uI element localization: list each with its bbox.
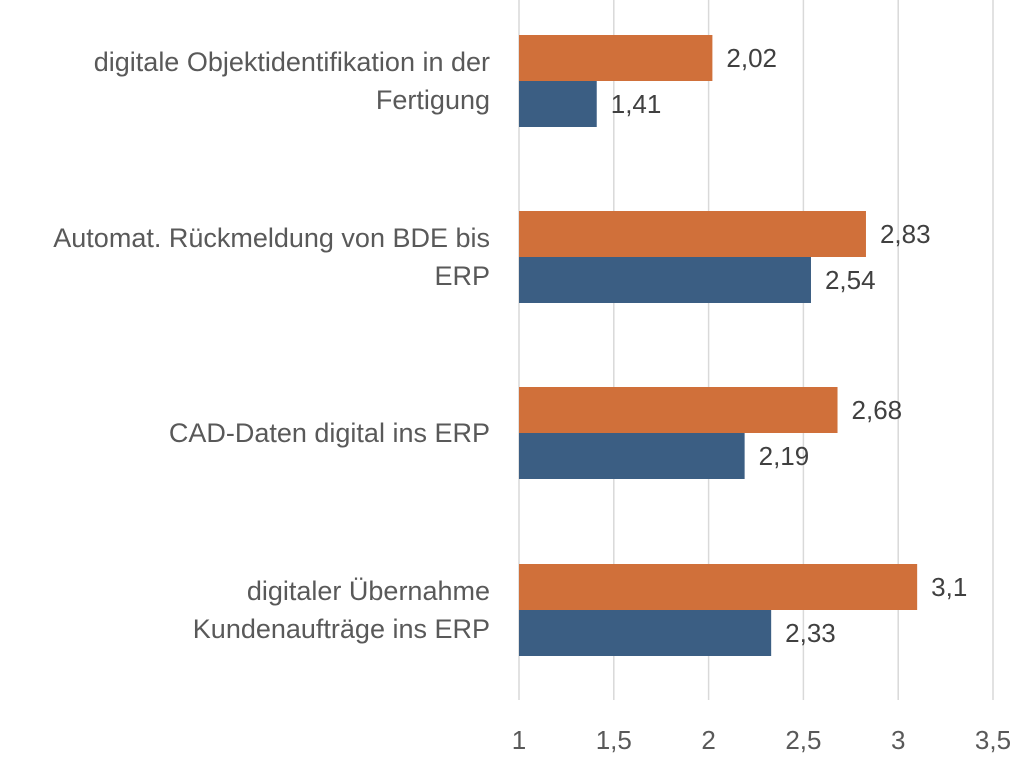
bar-value-label: 2,54 [825, 265, 876, 295]
bar [519, 211, 866, 257]
bar-value-label: 2,19 [759, 441, 810, 471]
bar-value-label: 2,83 [880, 219, 931, 249]
x-tick-label: 2,5 [785, 725, 821, 755]
bar-value-label: 3,1 [931, 572, 967, 602]
bar [519, 81, 597, 127]
x-tick-label: 2 [701, 725, 715, 755]
x-tick-label: 1,5 [596, 725, 632, 755]
category-label: Kundenaufträge ins ERP [193, 614, 490, 644]
data-labels: 2,02 2,83 2,68 3,1 1,41 2,54 2,19 2,33 [611, 43, 968, 648]
bar-value-label: 1,41 [611, 89, 662, 119]
bar [519, 257, 811, 303]
x-axis-tick-labels: 1 1,5 2 2,5 3 3,5 [512, 725, 1011, 755]
x-tick-label: 3,5 [975, 725, 1011, 755]
category-labels: digitale Objektidentifikation in der Fert… [53, 47, 490, 644]
category-label: ERP [434, 261, 490, 291]
category-label: digitaler Übernahme [247, 576, 490, 606]
category-label: CAD-Daten digital ins ERP [169, 418, 490, 448]
bar-value-label: 2,68 [852, 395, 903, 425]
bar-value-label: 2,02 [726, 43, 777, 73]
category-label: digitale Objektidentifikation in der [94, 47, 490, 77]
category-label: Automat. Rückmeldung von BDE bis [53, 223, 490, 253]
bars [519, 35, 918, 656]
x-tick-label: 1 [512, 725, 526, 755]
bar-value-label: 2,33 [785, 618, 836, 648]
bar [519, 433, 745, 479]
x-tick-label: 3 [891, 725, 905, 755]
category-label: Fertigung [376, 85, 490, 115]
bar [519, 387, 838, 433]
bar [519, 610, 772, 656]
bar [519, 564, 918, 610]
bar [519, 35, 713, 81]
